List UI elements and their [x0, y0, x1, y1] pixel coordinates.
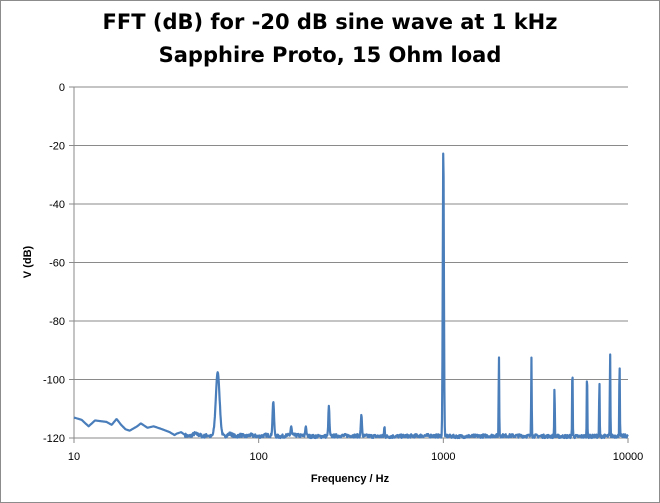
y-axis-label: V (dB) [22, 245, 34, 278]
fft-series-line [73, 152, 629, 440]
y-tick-label: 0 [59, 82, 65, 94]
y-tick-label: -60 [49, 258, 65, 270]
chart-title-line2: Sapphire Proto, 15 Ohm load [158, 43, 502, 67]
y-tick-labels: 0 -20 -40 -60 -80 -100 -120 [43, 82, 65, 445]
chart-title-line1: FFT (dB) for -20 dB sine wave at 1 kHz [102, 10, 558, 34]
y-tick-label: -20 [49, 141, 65, 153]
x-tick-label: 100 [249, 451, 267, 463]
x-tick-label: 10000 [613, 451, 644, 463]
x-tick-label: 1000 [431, 451, 455, 463]
y-tick-label: -40 [49, 199, 65, 211]
x-tick-labels: 10 100 1000 10000 [68, 451, 643, 463]
x-axis-label: Frequency / Hz [311, 473, 390, 485]
x-tick-label: 10 [68, 451, 80, 463]
y-tick-label: -120 [43, 433, 65, 445]
y-tick-label: -100 [43, 375, 65, 387]
gridlines [74, 86, 628, 380]
y-tick-label: -80 [49, 316, 65, 328]
axes [69, 86, 629, 443]
